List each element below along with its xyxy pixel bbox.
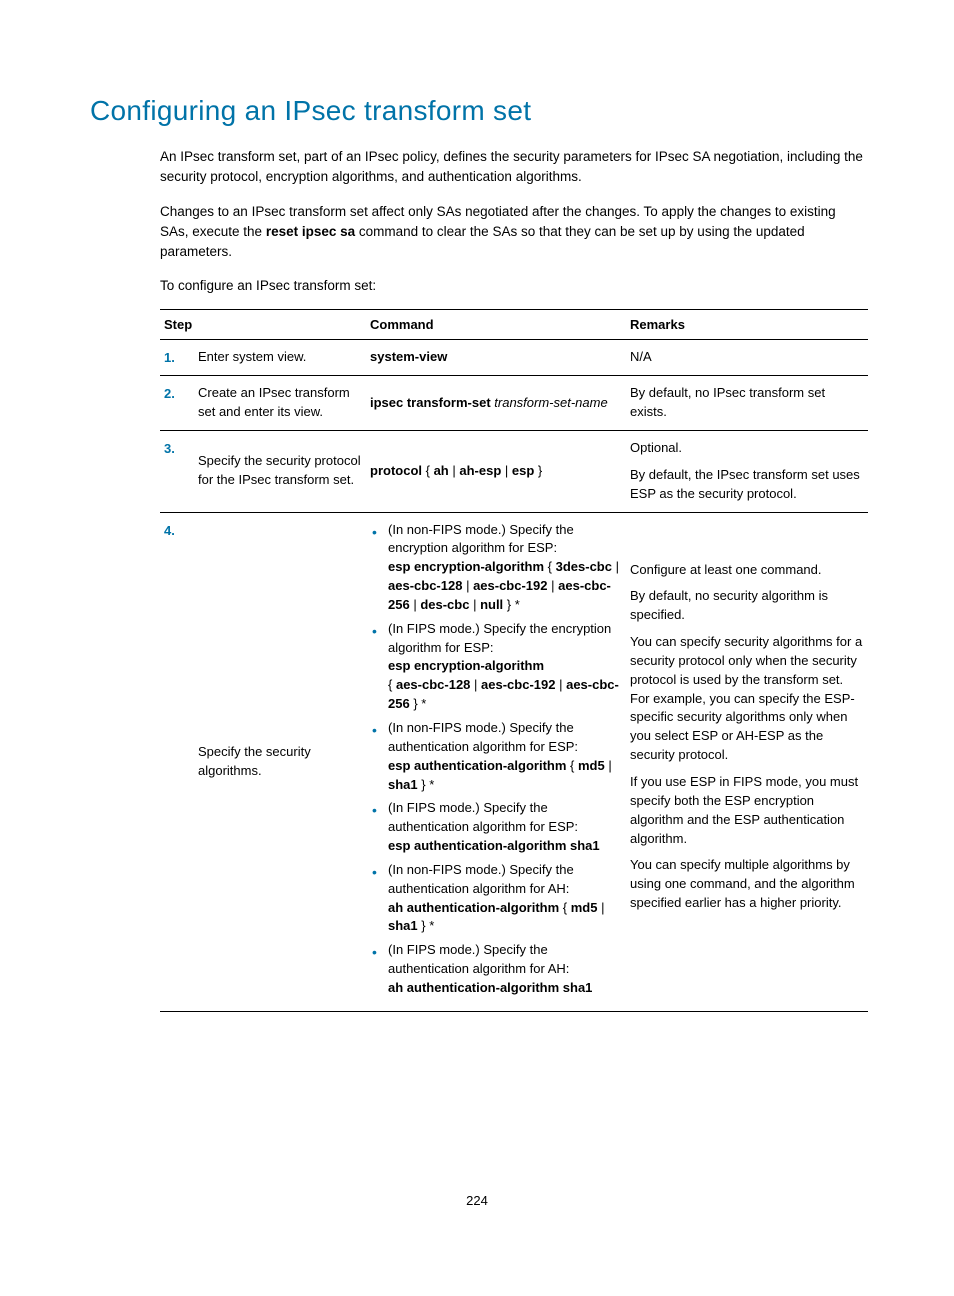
cmd-text: { xyxy=(388,677,396,692)
step-remarks: N/A xyxy=(626,339,868,376)
cmd-text: esp xyxy=(512,463,534,478)
cmd-text: } xyxy=(534,463,542,478)
cmd-text: aes-cbc-128 xyxy=(388,578,462,593)
step-remarks: Optional. By default, the IPsec transfor… xyxy=(626,431,868,513)
remarks-text: Configure at least one command. xyxy=(630,561,864,580)
cmd-text: protocol xyxy=(370,463,422,478)
list-item: (In non-FIPS mode.) Specify the authenti… xyxy=(370,719,622,794)
table-row: 3. Specify the security protocol for the… xyxy=(160,431,868,513)
step-number: 1. xyxy=(160,339,194,376)
cmd-text: esp encryption-algorithm xyxy=(388,559,544,574)
command-bullets: (In non-FIPS mode.) Specify the encrypti… xyxy=(370,521,622,998)
cmd-text: ipsec transform-set xyxy=(370,395,491,410)
list-item: (In FIPS mode.) Specify the authenticati… xyxy=(370,799,622,856)
cmd-text: | xyxy=(469,597,480,612)
list-item: (In non-FIPS mode.) Specify the authenti… xyxy=(370,861,622,936)
cmd-text: | xyxy=(597,900,604,915)
cmd-text: | xyxy=(548,578,559,593)
list-item: (In FIPS mode.) Specify the encryption a… xyxy=(370,620,622,714)
intro-paragraph-2: Changes to an IPsec transform set affect… xyxy=(160,202,864,263)
remarks-text: Optional. xyxy=(630,439,864,458)
step-number: 4. xyxy=(160,512,194,1011)
bullet-intro: (In non-FIPS mode.) Specify the authenti… xyxy=(388,862,574,896)
bullet-intro: (In FIPS mode.) Specify the encryption a… xyxy=(388,621,611,655)
cmd-text: aes-cbc-128 xyxy=(396,677,470,692)
step-command: ipsec transform-set transform-set-name xyxy=(366,376,626,431)
remarks-text: If you use ESP in FIPS mode, you must sp… xyxy=(630,773,864,848)
cmd-text: ah authentication-algorithm xyxy=(388,900,559,915)
step-desc: Create an IPsec transform set and enter … xyxy=(194,376,366,431)
steps-table: Step Command Remarks 1. Enter system vie… xyxy=(160,309,868,1012)
page-number: 224 xyxy=(0,1193,954,1208)
cmd-text: } * xyxy=(503,597,520,612)
p2-cmd: reset ipsec sa xyxy=(266,224,355,239)
cmd-text: des-cbc xyxy=(420,597,469,612)
bullet-intro: (In non-FIPS mode.) Specify the encrypti… xyxy=(388,522,574,556)
intro-line: To configure an IPsec transform set: xyxy=(160,276,864,296)
th-command: Command xyxy=(366,309,626,339)
cmd-text: ah authentication-algorithm sha1 xyxy=(388,980,592,995)
cmd-text: ah xyxy=(434,463,449,478)
cmd-text: | xyxy=(470,677,481,692)
cmd-text: | xyxy=(410,597,421,612)
cmd-text: null xyxy=(480,597,503,612)
cmd-text: } * xyxy=(410,696,427,711)
cmd-text: sha1 xyxy=(388,918,418,933)
step-remarks: By default, no IPsec transform set exist… xyxy=(626,376,868,431)
cmd-text: | xyxy=(501,463,512,478)
cmd-text: { xyxy=(566,758,578,773)
cmd-text: } * xyxy=(418,777,435,792)
cmd-text: { xyxy=(544,559,556,574)
cmd-text: aes-cbc-192 xyxy=(481,677,555,692)
step-number: 3. xyxy=(160,431,194,513)
remarks-text: You can specify security algorithms for … xyxy=(630,633,864,765)
cmd-text: { xyxy=(422,463,434,478)
remarks-text: By default, the IPsec transform set uses… xyxy=(630,466,864,504)
cmd-text: esp encryption-algorithm xyxy=(388,658,544,673)
cmd-arg: transform-set-name xyxy=(491,395,608,410)
cmd-text: 3des-cbc xyxy=(556,559,612,574)
list-item: (In FIPS mode.) Specify the authenticati… xyxy=(370,941,622,998)
remarks-text: By default, no security algorithm is spe… xyxy=(630,587,864,625)
cmd-text: sha1 xyxy=(388,777,418,792)
remarks-text: You can specify multiple algorithms by u… xyxy=(630,856,864,913)
bullet-intro: (In FIPS mode.) Specify the authenticati… xyxy=(388,800,578,834)
cmd-text: } * xyxy=(418,918,435,933)
cmd-text: | xyxy=(449,463,460,478)
cmd-text: | xyxy=(605,758,612,773)
step-command: (In non-FIPS mode.) Specify the encrypti… xyxy=(366,512,626,1011)
table-row: 4. Specify the security algorithms. (In … xyxy=(160,512,868,1011)
cmd-text: | xyxy=(612,559,619,574)
table-row: 2. Create an IPsec transform set and ent… xyxy=(160,376,868,431)
page-title: Configuring an IPsec transform set xyxy=(90,95,864,127)
step-number: 2. xyxy=(160,376,194,431)
cmd-text: esp authentication-algorithm sha1 xyxy=(388,838,600,853)
bullet-intro: (In FIPS mode.) Specify the authenticati… xyxy=(388,942,569,976)
step-command: system-view xyxy=(366,339,626,376)
cmd-text: aes-cbc-192 xyxy=(473,578,547,593)
cmd-text: ah-esp xyxy=(459,463,501,478)
cmd-text: system-view xyxy=(370,349,447,364)
step-desc: Enter system view. xyxy=(194,339,366,376)
cmd-text: md5 xyxy=(571,900,598,915)
cmd-text: | xyxy=(555,677,566,692)
list-item: (In non-FIPS mode.) Specify the encrypti… xyxy=(370,521,622,615)
step-command: protocol { ah | ah-esp | esp } xyxy=(366,431,626,513)
th-step: Step xyxy=(160,309,366,339)
cmd-text: { xyxy=(559,900,571,915)
cmd-text: esp authentication-algorithm xyxy=(388,758,566,773)
cmd-text: md5 xyxy=(578,758,605,773)
step-desc: Specify the security protocol for the IP… xyxy=(194,431,366,513)
step-remarks: Configure at least one command. By defau… xyxy=(626,512,868,1011)
intro-paragraph-1: An IPsec transform set, part of an IPsec… xyxy=(160,147,864,188)
th-remarks: Remarks xyxy=(626,309,868,339)
step-desc: Specify the security algorithms. xyxy=(194,512,366,1011)
table-row: 1. Enter system view. system-view N/A xyxy=(160,339,868,376)
cmd-text: | xyxy=(462,578,473,593)
bullet-intro: (In non-FIPS mode.) Specify the authenti… xyxy=(388,720,578,754)
page-content: Configuring an IPsec transform set An IP… xyxy=(0,0,954,1012)
